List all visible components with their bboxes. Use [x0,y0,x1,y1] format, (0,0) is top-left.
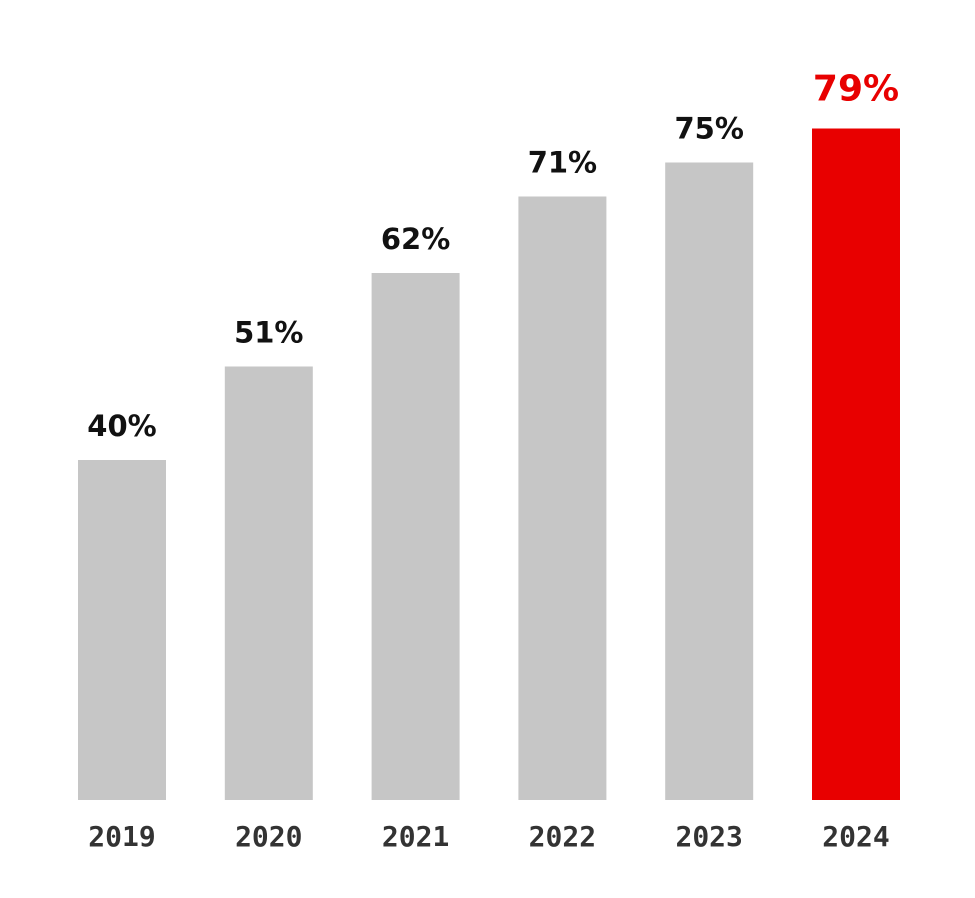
category-labels-group: 2019 2020 2021 2022 2023 2024 [88,820,889,853]
category-label-2019: 2019 [88,820,155,853]
value-label-2019: 40% [87,409,156,443]
bar-2021 [371,273,460,800]
category-label-2023: 2023 [675,820,742,853]
value-label-2024: 79% [813,69,899,110]
category-label-2024: 2024 [822,820,889,853]
value-label-2021: 62% [381,222,450,256]
bar-2020 [224,366,313,800]
value-label-2022: 71% [528,146,597,180]
category-label-2022: 2022 [529,820,596,853]
value-label-2020: 51% [234,316,303,350]
value-labels-group: 40% 51% 62% 71% 75% 79% [87,69,899,444]
category-label-2020: 2020 [235,820,302,853]
bar-2024 [812,128,900,800]
value-label-2023: 75% [674,112,743,146]
bar-2023 [665,162,754,800]
bars-group [78,128,900,800]
bar-2019 [78,460,166,800]
bar-2022 [518,196,607,800]
category-label-2021: 2021 [382,820,449,853]
